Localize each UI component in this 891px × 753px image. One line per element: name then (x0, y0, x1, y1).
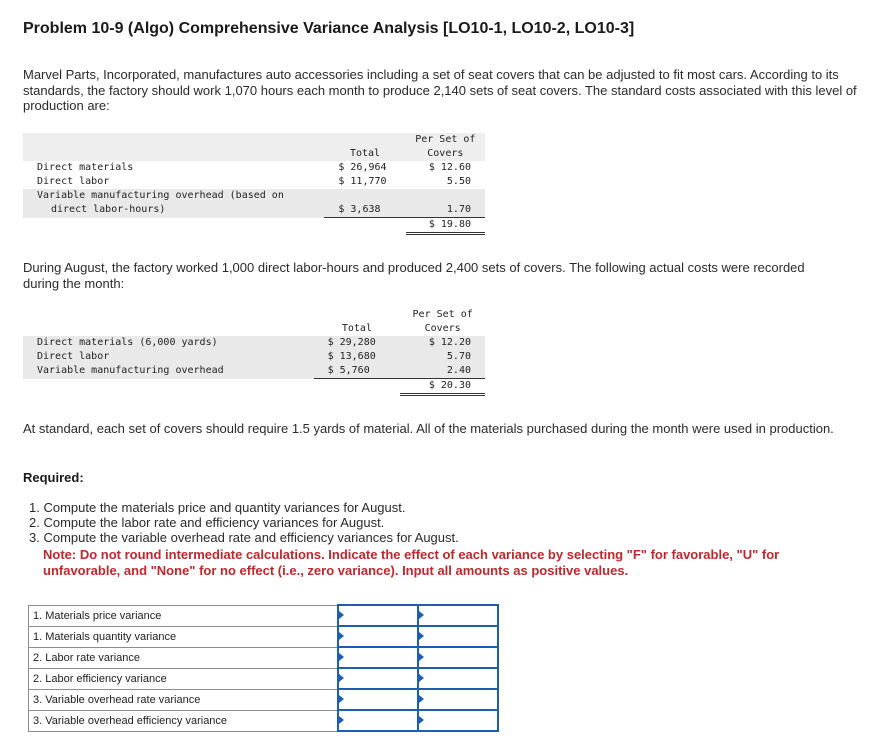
answer-table: 1. Materials price variance 1. Materials… (28, 604, 499, 732)
answer-label: 3. Variable overhead rate variance (28, 688, 339, 711)
table-row: Variable manufacturing overhead $ 5,760 … (23, 364, 485, 379)
amount-input[interactable] (339, 628, 417, 645)
required-heading: Required: (23, 470, 84, 485)
standard-cost-table: Per Set of Total Covers Direct materials… (23, 133, 485, 235)
input-marker-icon (419, 611, 424, 619)
amount-cell[interactable] (337, 646, 419, 669)
requirements-list: 1. Compute the materials price and quant… (23, 500, 863, 545)
amount-cell[interactable] (337, 688, 419, 711)
input-marker-icon (419, 632, 424, 640)
answer-row: 2. Labor efficiency variance (28, 667, 499, 690)
effect-cell[interactable] (417, 688, 499, 711)
answer-row: 3. Variable overhead efficiency variance (28, 709, 499, 732)
amount-cell[interactable] (337, 667, 419, 690)
amount-cell[interactable] (337, 625, 419, 648)
input-marker-icon (419, 716, 424, 724)
amount-cell[interactable] (337, 604, 419, 627)
input-marker-icon (339, 695, 344, 703)
amount-input[interactable] (339, 607, 417, 624)
table-row: Variable manufacturing overhead (based o… (23, 189, 485, 203)
input-marker-icon (419, 653, 424, 661)
effect-input[interactable] (419, 670, 497, 687)
problem-title: Problem 10-9 (Algo) Comprehensive Varian… (23, 20, 635, 37)
answer-label: 2. Labor rate variance (28, 646, 339, 669)
answer-row: 2. Labor rate variance (28, 646, 499, 669)
requirement-item: 3. Compute the variable overhead rate an… (29, 530, 459, 545)
amount-input[interactable] (339, 670, 417, 687)
input-marker-icon (419, 674, 424, 682)
effect-input[interactable] (419, 712, 497, 729)
effect-cell[interactable] (417, 667, 499, 690)
answer-row: 1. Materials price variance (28, 604, 499, 627)
answer-row: 3. Variable overhead rate variance (28, 688, 499, 711)
answer-label: 1. Materials quantity variance (28, 625, 339, 648)
amount-cell[interactable] (337, 709, 419, 732)
table-row: Direct materials (6,000 yards) $ 29,280 … (23, 336, 485, 350)
input-marker-icon (339, 653, 344, 661)
answer-label: 2. Labor efficiency variance (28, 667, 339, 690)
table-total-row: $ 20.30 (23, 378, 485, 396)
requirement-item: 2. Compute the labor rate and efficiency… (29, 515, 385, 530)
input-marker-icon (339, 632, 344, 640)
effect-input[interactable] (419, 691, 497, 708)
table-row: Direct materials $ 26,964 $ 12.60 (37, 162, 471, 173)
answer-label: 1. Materials price variance (28, 604, 339, 627)
input-marker-icon (419, 695, 424, 703)
input-marker-icon (339, 716, 344, 724)
column-header-total: Total (341, 323, 372, 334)
effect-input[interactable] (419, 649, 497, 666)
effect-cell[interactable] (417, 709, 499, 732)
effect-cell[interactable] (417, 625, 499, 648)
standard-paragraph: At standard, each set of covers should r… (23, 421, 834, 436)
effect-cell[interactable] (417, 604, 499, 627)
column-header-per-set: Per Set of (412, 309, 473, 320)
table-row: direct labor-hours) $ 3,638 1.70 (23, 203, 485, 218)
requirement-item: 1. Compute the materials price and quant… (29, 500, 406, 515)
column-header-total: Total (324, 147, 406, 161)
answer-label: 3. Variable overhead efficiency variance (28, 709, 339, 732)
answer-row: 1. Materials quantity variance (28, 625, 499, 648)
input-marker-icon (339, 611, 344, 619)
table-row: Direct labor $ 11,770 5.50 (37, 176, 471, 187)
amount-input[interactable] (339, 712, 417, 729)
amount-input[interactable] (339, 691, 417, 708)
input-marker-icon (339, 674, 344, 682)
amount-input[interactable] (339, 649, 417, 666)
table-total-row: $ 19.80 (23, 217, 485, 235)
august-paragraph: During August, the factory worked 1,000 … (23, 260, 805, 291)
effect-input[interactable] (419, 628, 497, 645)
column-header-per-set: Per Set of (405, 133, 485, 147)
column-header-covers: Covers (405, 147, 485, 161)
actual-cost-table: Per Set of Total Covers Direct materials… (23, 308, 485, 396)
intro-paragraph: Marvel Parts, Incorporated, manufactures… (23, 67, 857, 113)
effect-input[interactable] (419, 607, 497, 624)
table-row: Direct labor $ 13,680 5.70 (23, 350, 485, 364)
instruction-note: Note: Do not round intermediate calculat… (43, 547, 780, 578)
column-header-covers: Covers (424, 323, 461, 334)
effect-cell[interactable] (417, 646, 499, 669)
